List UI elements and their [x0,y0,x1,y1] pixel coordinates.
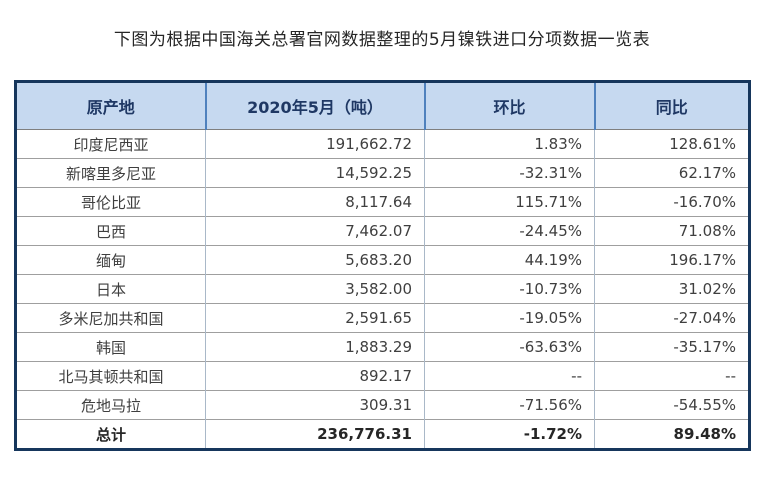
value-cell: -32.31% [424,158,595,188]
total-row: 总计 236,776.31 -1.72% 89.48% [15,419,750,450]
table-row: 危地马拉 309.31 -71.56% -54.55% [15,390,750,420]
header-row: 原产地 2020年5月（吨） 环比 同比 [15,81,750,130]
value-cell: 892.17 [205,361,425,391]
value-cell: 14,592.25 [205,158,425,188]
origin-cell: 北马其顿共和国 [15,361,206,391]
table-row: 北马其顿共和国 892.17 -- -- [15,361,750,391]
table-row: 印度尼西亚 191,662.72 1.83% 128.61% [15,129,750,159]
table-body: 印度尼西亚 191,662.72 1.83% 128.61% 新喀里多尼亚 14,592.… [15,129,750,450]
value-cell: 5,683.20 [205,245,425,275]
value-cell: 115.71% [424,187,595,217]
origin-cell: 日本 [15,274,206,304]
origin-cell: 缅甸 [15,245,206,275]
value-cell: -35.17% [594,332,750,362]
value-cell: 1,883.29 [205,332,425,362]
value-cell: 191,662.72 [205,129,425,159]
origin-cell: 印度尼西亚 [15,129,206,159]
value-cell: -- [424,361,595,391]
value-cell: -- [594,361,750,391]
value-cell: -27.04% [594,303,750,333]
value-cell: 309.31 [205,390,425,420]
table-row: 哥伦比亚 8,117.64 115.71% -16.70% [15,187,750,217]
origin-cell: 巴西 [15,216,206,246]
value-cell: 196.17% [594,245,750,275]
value-cell: 2,591.65 [205,303,425,333]
origin-cell: 多米尼加共和国 [15,303,206,333]
table-row: 韩国 1,883.29 -63.63% -35.17% [15,332,750,362]
value-cell: 3,582.00 [205,274,425,304]
column-header-1: 2020年5月（吨） [204,81,425,130]
page-title: 下图为根据中国海关总署官网数据整理的5月镍铁进口分项数据一览表 [113,30,651,50]
value-cell: -24.45% [424,216,595,246]
column-header-0: 原产地 [15,81,206,130]
value-cell: 62.17% [594,158,750,188]
origin-cell: 哥伦比亚 [15,187,206,217]
value-cell: 1.83% [424,129,595,159]
value-cell: -10.73% [424,274,595,304]
value-cell: -71.56% [424,390,595,420]
table-row: 日本 3,582.00 -10.73% 31.02% [15,274,750,304]
value-cell: -63.63% [424,332,595,362]
origin-cell: 危地马拉 [15,390,206,420]
column-header-3: 同比 [593,81,750,130]
value-cell: 8,117.64 [205,187,425,217]
value-cell: -54.55% [594,390,750,420]
value-cell: -19.05% [424,303,595,333]
table-header: 原产地 2020年5月（吨） 环比 同比 [15,81,750,130]
table-row: 巴西 7,462.07 -24.45% 71.08% [15,216,750,246]
table-row: 新喀里多尼亚 14,592.25 -32.31% 62.17% [15,158,750,188]
value-cell: 7,462.07 [205,216,425,246]
value-cell: 89.48% [594,419,750,450]
column-header-2: 环比 [423,81,595,130]
nickel-import-table: 原产地 2020年5月（吨） 环比 同比 印度尼西亚 191,662.72 1.83% 12… [14,80,751,451]
value-cell: 236,776.31 [205,419,425,450]
origin-cell: 韩国 [15,332,206,362]
value-cell: 31.02% [594,274,750,304]
value-cell: 71.08% [594,216,750,246]
value-cell: 44.19% [424,245,595,275]
origin-cell: 总计 [15,419,206,450]
value-cell: -1.72% [424,419,595,450]
table-row: 多米尼加共和国 2,591.65 -19.05% -27.04% [15,303,750,333]
value-cell: -16.70% [594,187,750,217]
value-cell: 128.61% [594,129,750,159]
origin-cell: 新喀里多尼亚 [15,158,206,188]
table-row: 缅甸 5,683.20 44.19% 196.17% [15,245,750,275]
